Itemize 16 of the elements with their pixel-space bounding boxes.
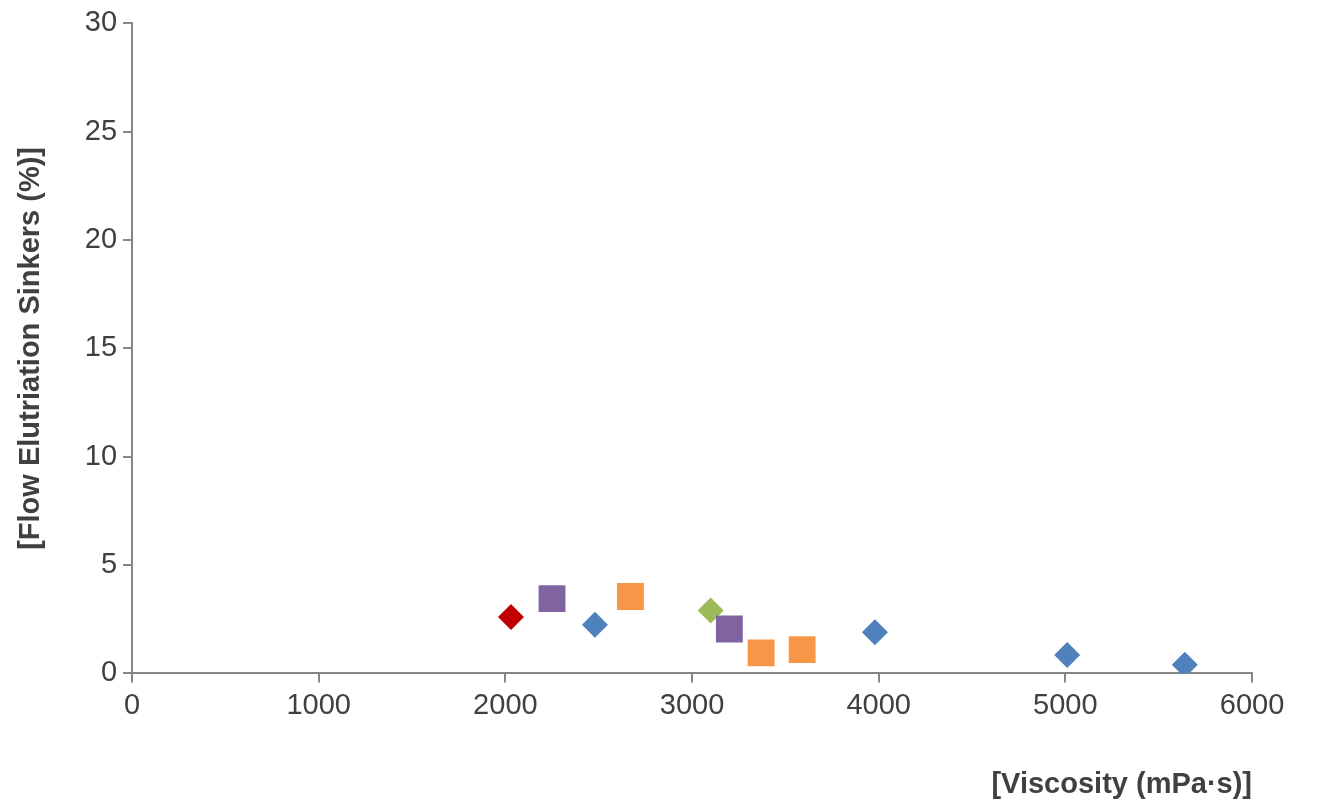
- x-tick-label: 2000: [473, 687, 538, 720]
- y-tick-label: 25: [84, 113, 118, 146]
- y-tick-label: 20: [84, 222, 118, 255]
- x-tick-label: 4000: [846, 687, 911, 720]
- x-tick-label: 6000: [1219, 687, 1285, 720]
- y-tick-label: 10: [84, 438, 118, 471]
- y-tick-label: 30: [84, 5, 118, 38]
- y-tick-label: 15: [84, 330, 118, 363]
- x-axis-title: [Viscosity (mPa·s)]: [991, 766, 1252, 799]
- x-tick-label: 5000: [1033, 687, 1098, 720]
- y-tick-label: 5: [100, 547, 118, 580]
- x-tick-label: 0: [123, 687, 141, 720]
- x-tick-label: 3000: [659, 687, 725, 720]
- y-tick-label: 0: [100, 655, 118, 688]
- y-axis-title: [Flow Elutriation Sinkers (%)]: [13, 146, 46, 550]
- x-tick-label: 1000: [286, 687, 351, 720]
